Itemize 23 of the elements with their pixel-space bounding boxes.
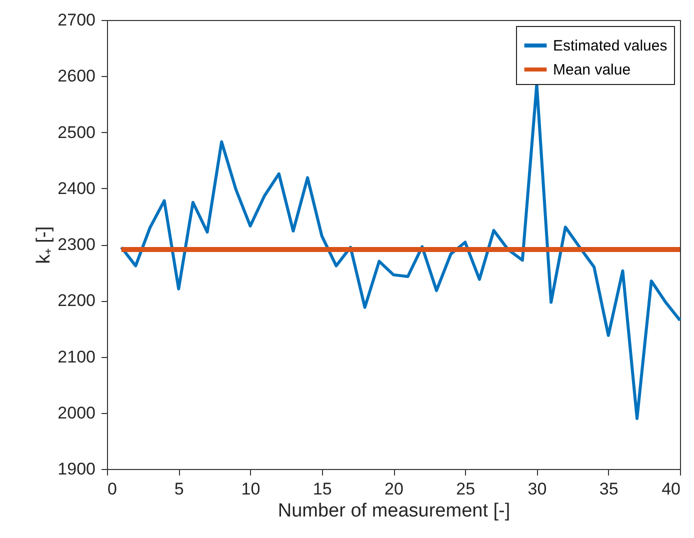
y-tick-label: 2300 xyxy=(58,235,96,254)
x-tick-label: 35 xyxy=(599,480,618,498)
y-tick-label: 2200 xyxy=(58,291,96,310)
x-tick-label: 0 xyxy=(108,480,117,498)
y-tick-label: 1900 xyxy=(58,460,96,478)
legend-label: Estimated values xyxy=(553,38,668,54)
y-tick-label: 2000 xyxy=(58,403,96,422)
y-tick-label: 2500 xyxy=(58,122,96,142)
x-tick-label: 10 xyxy=(241,480,260,498)
y-axis-title: k₊ [-] xyxy=(34,226,55,264)
x-tick-label: 30 xyxy=(528,480,547,498)
y-tick-label: 2400 xyxy=(58,178,96,198)
x-tick-label: 5 xyxy=(174,480,184,498)
x-tick-label: 25 xyxy=(456,480,476,498)
line-series xyxy=(120,83,682,420)
x-axis-title: Number of measurement [-] xyxy=(278,500,510,522)
y-tick-label: 2700 xyxy=(58,10,96,30)
x-tick-label: 20 xyxy=(384,480,404,498)
x-tick-label: 15 xyxy=(312,480,332,498)
y-tick-label: 2600 xyxy=(58,66,96,86)
y-tick-label: 2100 xyxy=(58,347,96,366)
legend-label: Mean value xyxy=(553,62,631,78)
x-tick-label: 40 xyxy=(662,480,680,498)
